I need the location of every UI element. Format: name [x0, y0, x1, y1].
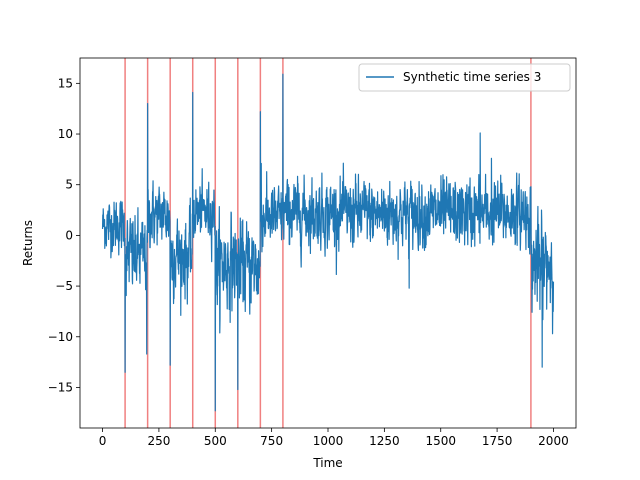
y-tick-label: 0	[65, 228, 73, 242]
x-ticks: 0 250 500 750 1000 1250 1500 1750 2000	[99, 428, 569, 448]
x-tick-label: 1000	[313, 434, 344, 448]
legend-box	[358, 63, 571, 92]
x-tick-label: 250	[147, 434, 170, 448]
y-axis-label: Returns	[21, 220, 35, 266]
y-tick-label: −10	[48, 330, 73, 344]
y-tick-label: −15	[48, 380, 73, 394]
y-ticks: −15 −10 −5 0 5 10 15	[48, 76, 80, 394]
series-line	[101, 73, 555, 412]
y-tick-label: 10	[58, 127, 73, 141]
y-tick-label: 15	[58, 76, 73, 90]
x-tick-label: 1750	[482, 434, 513, 448]
x-tick-label: 1500	[425, 434, 456, 448]
legend-entry-label: Synthetic time series 3	[403, 70, 541, 84]
series-layer	[101, 73, 555, 412]
y-tick-label: −5	[55, 279, 73, 293]
legend: Synthetic time series 3	[358, 63, 571, 92]
x-axis-label: Time	[312, 456, 342, 470]
y-tick-label: 5	[65, 178, 73, 192]
x-tick-label: 750	[260, 434, 283, 448]
x-tick-label: 1250	[369, 434, 400, 448]
x-tick-label: 0	[99, 434, 107, 448]
x-tick-label: 2000	[538, 434, 569, 448]
x-tick-label: 500	[204, 434, 227, 448]
